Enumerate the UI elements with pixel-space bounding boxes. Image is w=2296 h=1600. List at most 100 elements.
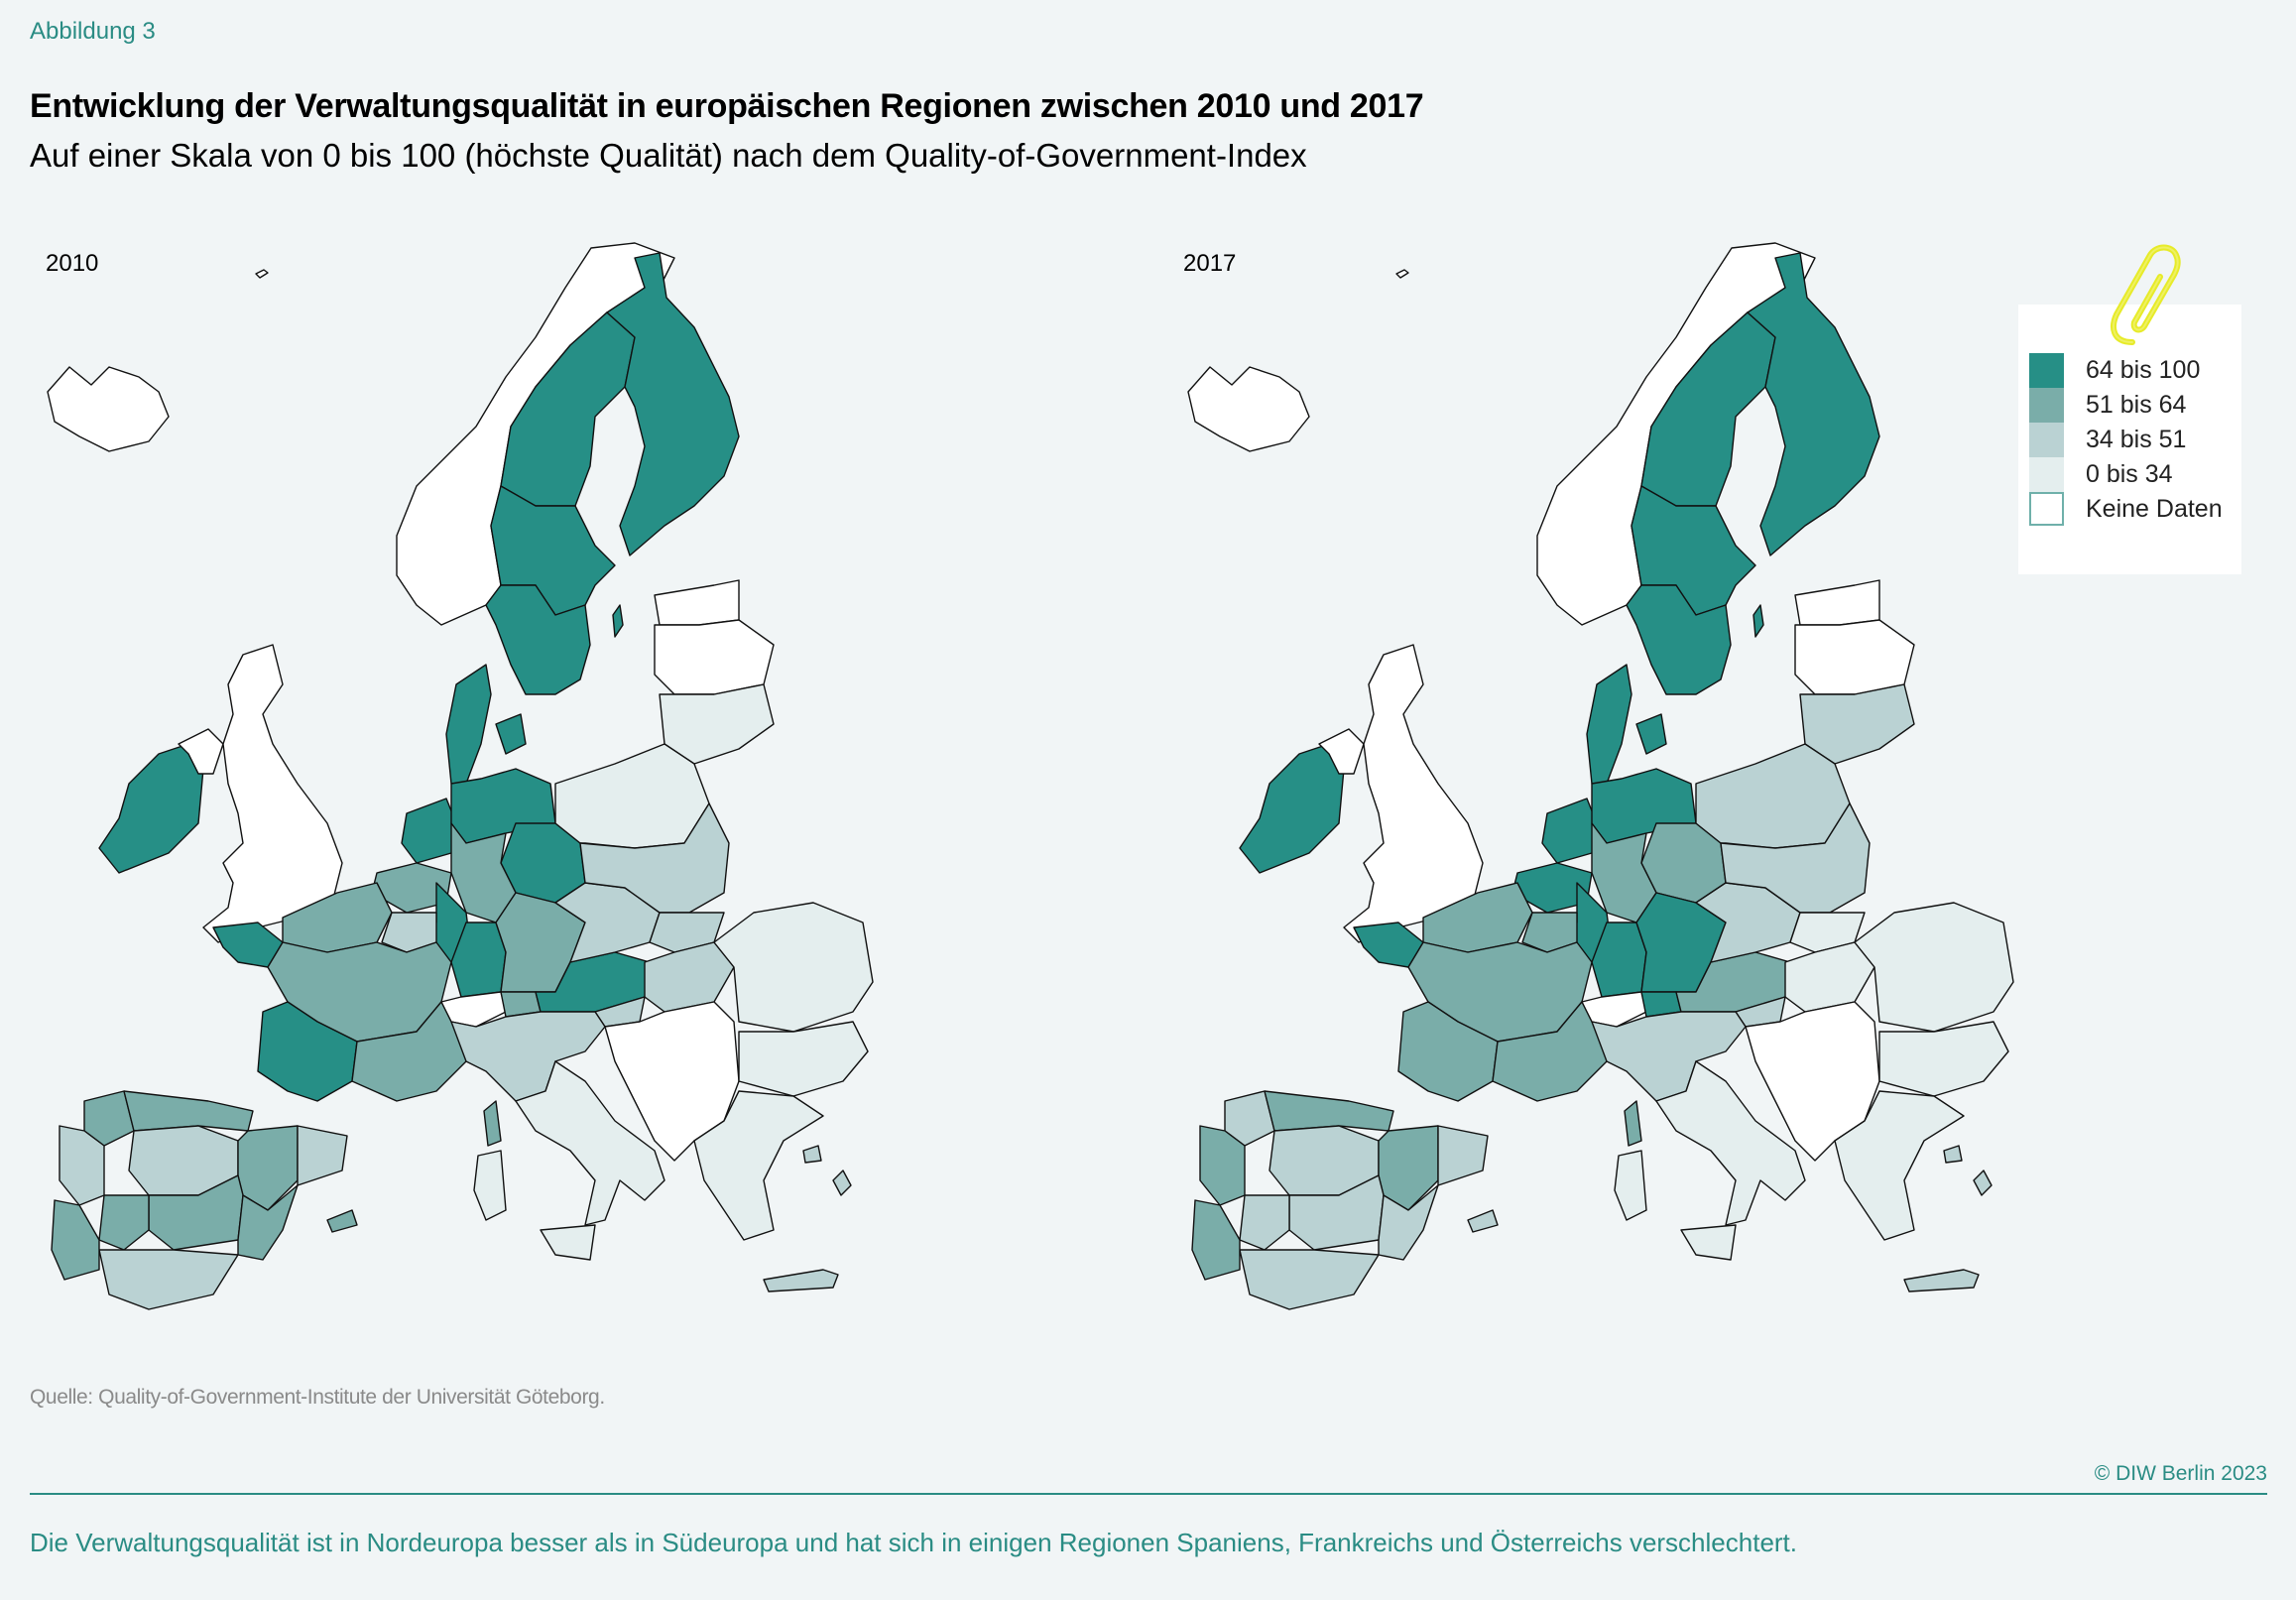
region-corsica xyxy=(1624,1100,1642,1147)
region-gotland xyxy=(1752,604,1764,638)
region-jan-mayen xyxy=(255,269,269,279)
region-sicily xyxy=(540,1224,596,1261)
region-spain-catalonia xyxy=(297,1125,348,1186)
europe-map-2017 xyxy=(1187,242,2014,1310)
region-aegean-island xyxy=(802,1145,822,1164)
region-balearics xyxy=(326,1209,358,1233)
region-spain-catalonia xyxy=(1437,1125,1489,1186)
region-bulgaria xyxy=(738,1021,869,1097)
legend-swatch xyxy=(2029,352,2064,388)
region-netherlands xyxy=(1541,798,1598,864)
region-northern-ireland xyxy=(1318,728,1365,775)
region-aegean-island xyxy=(1943,1145,1963,1164)
chart-title: Entwicklung der Verwaltungsqualität in e… xyxy=(30,87,1424,125)
region-estonia xyxy=(654,579,740,626)
region-italy-south xyxy=(1655,1060,1806,1226)
legend-label: 51 bis 64 xyxy=(2086,390,2187,419)
region-crete xyxy=(1903,1269,1980,1292)
region-spain-north-coast xyxy=(123,1090,254,1132)
map-year-label: 2017 xyxy=(1183,250,1237,277)
region-great-britain xyxy=(202,644,343,943)
region-sicily xyxy=(1680,1224,1737,1261)
region-spain-north-coast xyxy=(1264,1090,1394,1132)
region-hungary xyxy=(1784,941,1875,1013)
map-panel-2017: 2017 xyxy=(1141,228,2162,1349)
region-balearics xyxy=(1467,1209,1499,1233)
region-northern-ireland xyxy=(178,728,224,775)
legend-swatch xyxy=(2029,492,2064,526)
region-spain-galicia xyxy=(1224,1090,1275,1147)
map-year-label: 2010 xyxy=(46,250,99,277)
region-poland-north xyxy=(1695,743,1851,849)
region-spain-galicia xyxy=(83,1090,135,1147)
legend-item: 34 bis 51 xyxy=(2029,422,2187,457)
legend-swatch xyxy=(2029,456,2064,492)
region-romania xyxy=(713,902,874,1033)
region-spain-valencia xyxy=(237,1184,299,1261)
region-poland-north xyxy=(554,743,710,849)
region-bulgaria xyxy=(1878,1021,2009,1097)
paperclip-icon xyxy=(2111,244,2181,345)
region-gotland xyxy=(612,604,624,638)
region-italy-north xyxy=(450,1011,606,1102)
region-greece xyxy=(693,1090,824,1241)
region-spain-extremadura xyxy=(98,1194,150,1251)
region-sardinia xyxy=(1614,1150,1647,1221)
region-spain-andalucia xyxy=(1239,1249,1380,1310)
region-portugal-south xyxy=(51,1199,100,1281)
region-portugal-south xyxy=(1191,1199,1241,1281)
region-portugal-north xyxy=(1199,1125,1246,1206)
legend-swatch xyxy=(2029,387,2064,423)
region-ireland xyxy=(1239,743,1345,874)
region-italy-north xyxy=(1591,1011,1747,1102)
region-portugal-north xyxy=(59,1125,105,1206)
copyright: © DIW Berlin 2023 xyxy=(2094,1462,2267,1485)
region-denmark-zealand xyxy=(1635,713,1667,755)
region-latvia xyxy=(654,619,775,695)
legend-item: 0 bis 34 xyxy=(2029,456,2173,492)
region-estonia xyxy=(1794,579,1880,626)
region-sardinia xyxy=(473,1150,507,1221)
europe-map-2010 xyxy=(47,242,874,1310)
region-poland-south xyxy=(1720,802,1871,914)
region-finland xyxy=(1747,252,1880,556)
region-crete xyxy=(763,1269,839,1292)
region-spain-extremadura xyxy=(1239,1194,1290,1251)
region-iceland xyxy=(47,366,170,452)
region-spain-andalucia xyxy=(98,1249,239,1310)
region-aegean-island xyxy=(1973,1169,1993,1196)
region-sweden-central xyxy=(490,485,616,616)
chart-subtitle: Auf einer Skala von 0 bis 100 (höchste Q… xyxy=(30,137,1307,174)
region-sweden-south xyxy=(485,584,591,695)
region-iceland xyxy=(1187,366,1310,452)
region-jan-mayen xyxy=(1395,269,1409,279)
region-italy-south xyxy=(515,1060,665,1226)
legend-item: Keine Daten xyxy=(2029,492,2223,526)
region-latvia xyxy=(1794,619,1915,695)
legend-label: 34 bis 51 xyxy=(2086,425,2187,453)
region-spain-valencia xyxy=(1378,1184,1439,1261)
region-finland xyxy=(606,252,740,556)
legend-swatch xyxy=(2029,422,2064,457)
caption: Die Verwaltungsqualität ist in Nordeurop… xyxy=(30,1528,1798,1557)
legend-item: 64 bis 100 xyxy=(2029,352,2201,388)
source-note: Quelle: Quality-of-Government-Institute … xyxy=(30,1386,605,1409)
region-sweden-central xyxy=(1631,485,1756,616)
region-denmark-jutland xyxy=(1586,664,1632,785)
region-corsica xyxy=(483,1100,502,1147)
figure-label: Abbildung 3 xyxy=(30,18,156,45)
region-aegean-island xyxy=(832,1169,852,1196)
region-denmark-jutland xyxy=(445,664,492,785)
legend-label: 0 bis 34 xyxy=(2086,459,2173,488)
region-poland-south xyxy=(579,802,730,914)
legend-item: 51 bis 64 xyxy=(2029,387,2187,423)
region-denmark-zealand xyxy=(495,713,527,755)
region-greece xyxy=(1834,1090,1965,1241)
legend: 64 bis 100 51 bis 64 34 bis 51 0 bis 34 … xyxy=(2018,305,2241,574)
region-hungary xyxy=(644,941,735,1013)
region-great-britain xyxy=(1343,644,1484,943)
region-ireland xyxy=(98,743,204,874)
legend-label: 64 bis 100 xyxy=(2086,355,2201,384)
region-sweden-south xyxy=(1626,584,1732,695)
region-netherlands xyxy=(401,798,457,864)
